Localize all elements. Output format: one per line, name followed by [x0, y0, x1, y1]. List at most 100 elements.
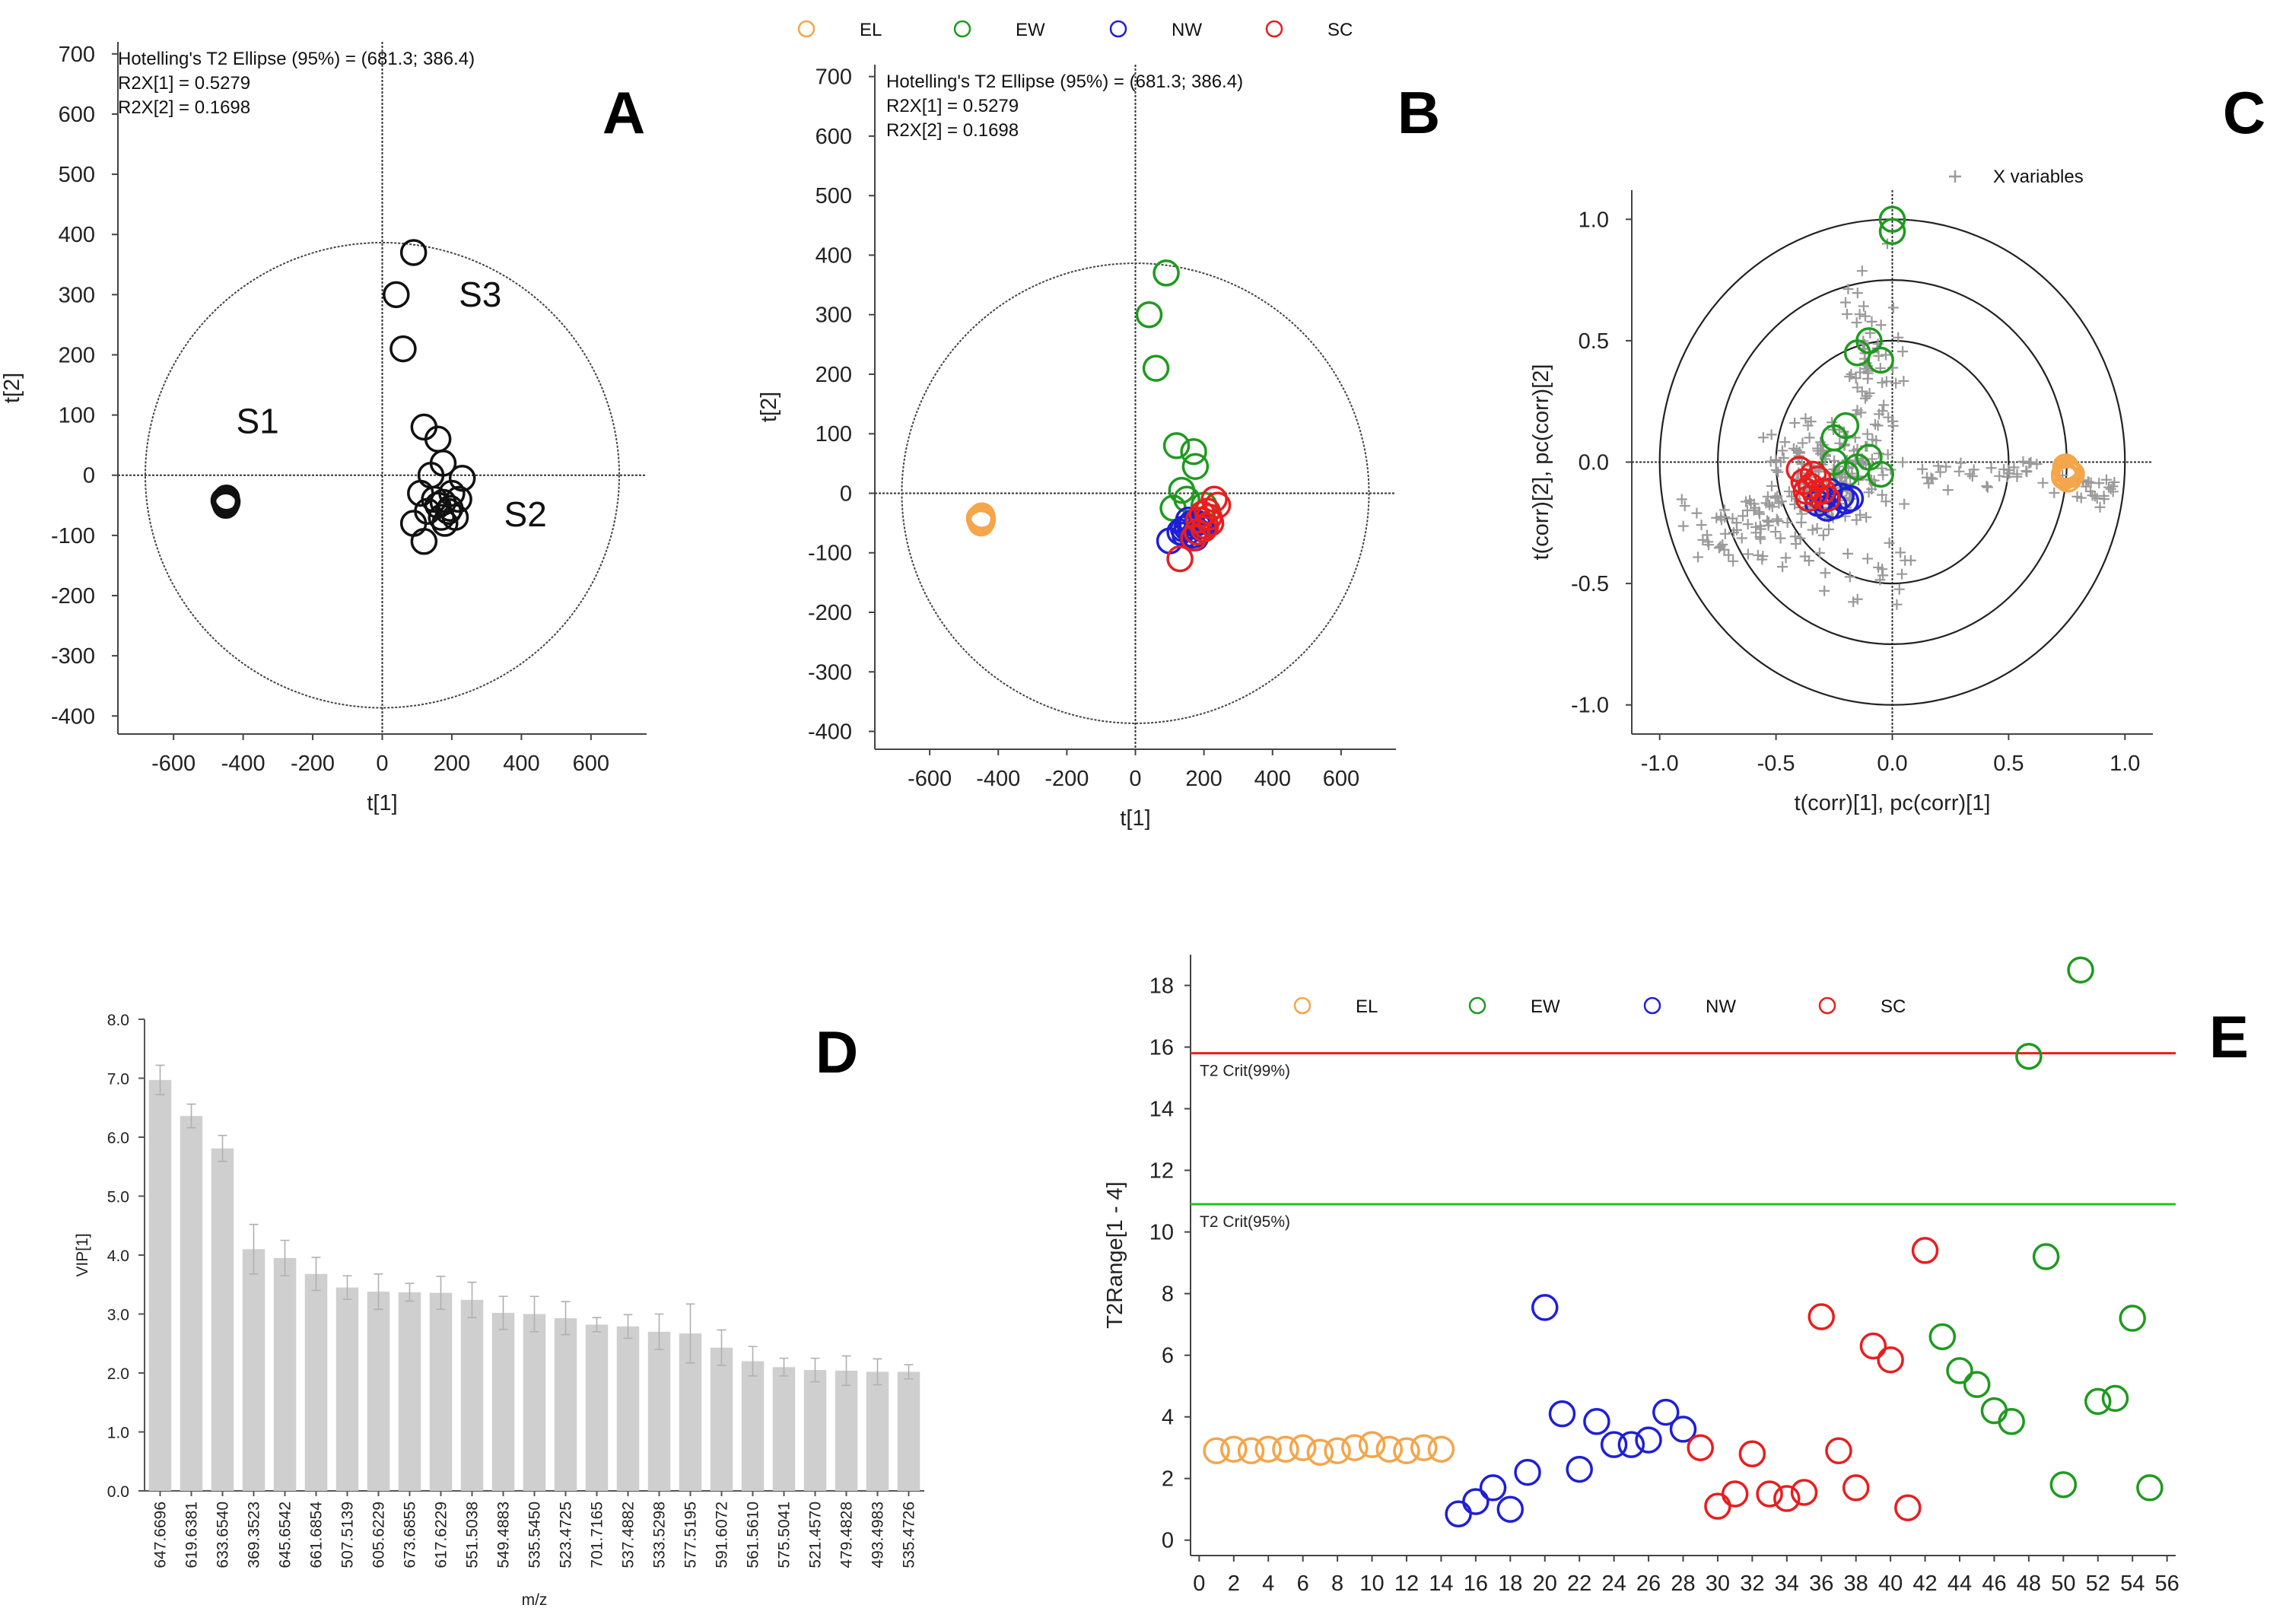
x-variable-cross-C [1998, 464, 2010, 475]
bar-D [273, 1257, 297, 1491]
y-tick-label-A: 600 [59, 103, 95, 127]
point-B-EL [967, 504, 995, 531]
x-variable-cross-C [1778, 453, 1789, 464]
y-axis-label-C: t(corr)[2], pc(corr)[2] [1529, 364, 1553, 561]
y-tick-label-E: 16 [1149, 1036, 1174, 1060]
legend-marker-NW [1109, 20, 1127, 38]
x-variable-cross-C [1895, 547, 1906, 558]
reference-label-E: T2 Crit(99%) [1200, 1063, 1290, 1080]
x-variable-cross-C [2075, 492, 2087, 504]
point-E-EL [1393, 1437, 1420, 1465]
point-B-SC [1166, 545, 1194, 573]
x-variable-cross-C [1728, 527, 1739, 539]
x-variable-cross-C [1864, 387, 1875, 399]
x-variable-cross-C [1754, 520, 1766, 532]
legend-marker-EW [953, 20, 971, 38]
point-E-EL [1203, 1437, 1230, 1465]
error-bar-D [841, 1355, 851, 1387]
point-E-SC [1894, 1494, 1922, 1521]
y-tick-label-A: -200 [51, 584, 95, 609]
x-variable-cross-C [1858, 300, 1869, 312]
x-tick-label-A: 200 [434, 752, 470, 776]
x-variable-cross-C [1877, 469, 1889, 481]
x-variable-cross-C [1823, 523, 1834, 535]
point-B-SC [1185, 506, 1213, 534]
point-A-points [428, 504, 455, 531]
point-E-EW [2119, 1305, 2146, 1332]
bar-D [585, 1324, 609, 1491]
error-bar-D [717, 1329, 726, 1366]
x-variable-cross-C [1757, 554, 1768, 565]
x-tick-label-D: 605.6229 [370, 1502, 388, 1568]
bar-D [304, 1273, 328, 1491]
y-tick-label-B: -100 [808, 542, 852, 566]
x-variable-cross-C [1927, 473, 1938, 485]
y-axis-label-B: t[2] [757, 392, 781, 422]
point-E-EW [2049, 1471, 2078, 1498]
point-E-EW [2136, 1474, 2164, 1502]
x-variable-cross-C [1742, 548, 1753, 560]
point-E-NW [1531, 1294, 1559, 1321]
x-variable-cross-C [1891, 599, 1903, 610]
y-tick-label-E: 12 [1149, 1159, 1174, 1184]
x-variable-cross-C [2083, 476, 2094, 488]
x-tick-label-E: 42 [1912, 1572, 1937, 1596]
bar-D [242, 1249, 265, 1491]
x-variable-cross-C [1905, 555, 1916, 566]
point-E-SC [1790, 1479, 1818, 1506]
x-variable-cross-C [1842, 283, 1854, 294]
error-bar-D [155, 1064, 165, 1095]
x-tick-label-E: 24 [1601, 1572, 1626, 1596]
x-variable-cross-C [1873, 350, 1884, 361]
x-tick-label-C: 1.0 [2110, 752, 2140, 776]
x-tick-label-D: 521.4570 [807, 1502, 825, 1568]
x-tick-label-C: -0.5 [1757, 752, 1795, 776]
y-tick-label-D: 0.0 [107, 1483, 129, 1501]
x-tick-label-B: 400 [1254, 767, 1291, 791]
x-variable-cross-C [1817, 529, 1829, 541]
x-tick-label-D: 647.6696 [152, 1502, 170, 1568]
y-tick-label-D: 7.0 [107, 1071, 129, 1088]
x-axis-label-C: t(corr)[1], pc(corr)[1] [1795, 791, 1991, 815]
point-E-NW [1462, 1488, 1490, 1515]
y-tick-label-E: 10 [1149, 1221, 1174, 1245]
x-variable-cross-C [1968, 464, 1979, 475]
x-tick-label-D: 577.5195 [682, 1502, 700, 1568]
x-variable-cross-C [1676, 494, 1687, 505]
x-variable-cross-C [1803, 555, 1814, 567]
y-tick-label-D: 1.0 [107, 1425, 129, 1442]
y-tick-label-A: 500 [59, 163, 95, 187]
x-variable-cross-C [1814, 547, 1825, 558]
x-variable-cross-C [1819, 585, 1830, 596]
x-variable-cross-C [1717, 539, 1728, 550]
error-bar-D [810, 1357, 820, 1383]
y-tick-label-B: 400 [816, 243, 852, 268]
error-bar-D [218, 1134, 227, 1162]
x-variable-cross-C [2094, 478, 2105, 489]
point-A-points [424, 491, 452, 520]
point-A-points [436, 494, 464, 523]
x-variable-cross-C [2017, 456, 2029, 467]
x-variable-cross-C [1795, 516, 1807, 528]
x-tick-label-C: 0.0 [1877, 752, 1907, 776]
point-E-EW [2032, 1243, 2060, 1270]
error-bar-D [654, 1313, 664, 1350]
legend-marker-x-variables [1949, 170, 1961, 183]
point-E-EL [1341, 1434, 1369, 1461]
x-variable-cross-C [1851, 317, 1862, 329]
y-tick-label-C: -1.0 [1571, 694, 1609, 718]
x-variable-cross-C [1875, 319, 1887, 331]
x-tick-label-D: 535.4726 [901, 1502, 918, 1568]
point-E-NW [1566, 1455, 1593, 1483]
point-E-EL [1254, 1435, 1282, 1463]
x-variable-cross-C [1840, 297, 1852, 308]
x-tick-label-E: 10 [1359, 1572, 1384, 1596]
x-variable-cross-C [1852, 593, 1863, 605]
x-tick-label-D: 549.4883 [495, 1502, 513, 1568]
y-tick-label-D: 4.0 [107, 1247, 129, 1265]
x-variable-cross-C [1866, 453, 1877, 465]
x-tick-label-D: 661.6854 [308, 1502, 326, 1568]
x-variable-cross-C [1877, 489, 1888, 501]
error-bar-D [529, 1295, 539, 1333]
x-variable-cross-C [1887, 302, 1899, 313]
